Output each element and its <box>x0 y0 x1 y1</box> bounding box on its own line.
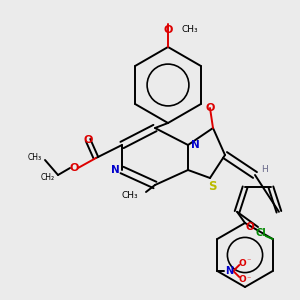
Text: N: N <box>225 266 233 276</box>
Text: O: O <box>238 259 246 268</box>
Text: H: H <box>261 164 267 173</box>
Text: O: O <box>238 274 246 284</box>
Text: ⁻: ⁻ <box>246 274 250 284</box>
Text: CH₃: CH₃ <box>28 154 42 163</box>
Text: O: O <box>205 103 215 113</box>
Text: CH₃: CH₃ <box>122 190 138 200</box>
Text: CH₂: CH₂ <box>41 173 55 182</box>
Text: O: O <box>163 25 173 35</box>
Text: O: O <box>83 135 93 145</box>
Text: S: S <box>208 179 216 193</box>
Text: N: N <box>190 140 200 150</box>
Text: N: N <box>111 165 119 175</box>
Text: CH₃: CH₃ <box>182 26 199 34</box>
Text: O: O <box>246 222 254 232</box>
Text: Cl: Cl <box>255 228 266 238</box>
Text: ⁻: ⁻ <box>246 256 250 266</box>
Text: O: O <box>69 163 79 173</box>
